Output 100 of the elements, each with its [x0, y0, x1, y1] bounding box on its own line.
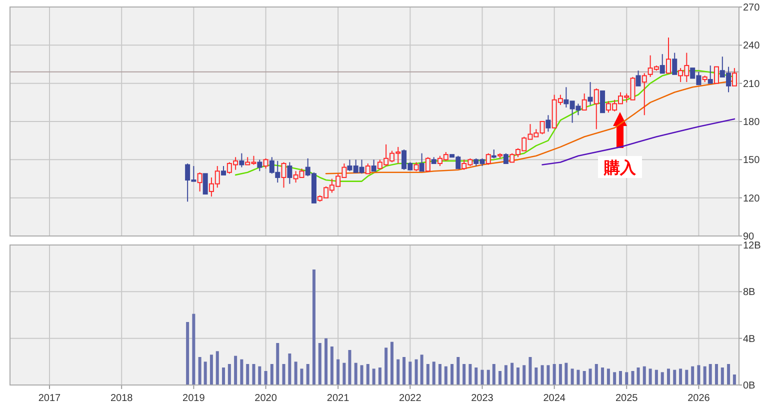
candlestick	[197, 172, 202, 192]
bar	[673, 370, 676, 385]
bar	[552, 364, 556, 385]
bar	[390, 342, 394, 385]
candlestick	[582, 93, 587, 111]
y-tick-label: 210	[743, 78, 760, 90]
bar	[210, 354, 213, 385]
bar	[462, 364, 466, 385]
bar	[666, 368, 670, 385]
bar	[372, 368, 376, 385]
x-tick-label: 2017	[38, 393, 62, 404]
candlestick	[660, 54, 665, 74]
bar	[348, 350, 352, 385]
bar	[504, 365, 508, 385]
bar	[570, 368, 574, 385]
annotation: 購入	[603, 159, 637, 177]
bar	[234, 356, 238, 385]
bar	[714, 364, 718, 385]
bar	[432, 362, 436, 385]
candlestick	[257, 159, 262, 172]
bar	[522, 365, 526, 385]
bar	[642, 366, 646, 385]
bar	[270, 364, 274, 385]
x-tick-label: 2024	[543, 393, 566, 404]
bar	[354, 362, 358, 385]
bar	[618, 371, 622, 385]
y-tick-label: 120	[743, 193, 760, 204]
candlestick	[287, 162, 292, 184]
bar	[426, 364, 430, 385]
bar	[720, 368, 724, 385]
bar	[330, 346, 334, 385]
y-tick-label: 150	[743, 155, 760, 166]
bar	[384, 348, 388, 385]
candlestick	[365, 162, 370, 174]
bar	[528, 357, 532, 385]
bar	[708, 364, 712, 385]
bar	[252, 364, 256, 385]
bar	[685, 370, 688, 385]
candlestick	[588, 82, 593, 106]
y-tick-label: 12B	[743, 240, 762, 252]
y-tick-label: 4B	[743, 334, 756, 345]
bar	[594, 364, 598, 385]
bar	[703, 366, 706, 385]
candlestick	[600, 90, 606, 114]
bar	[540, 365, 544, 385]
bar	[228, 364, 231, 385]
x-tick-label: 2018	[110, 393, 134, 404]
y-tick-label: 8B	[743, 287, 756, 298]
y-tick-label: 180	[743, 117, 760, 128]
bar	[198, 357, 202, 385]
x-tick-label: 2021	[326, 393, 350, 404]
candlestick	[672, 52, 678, 75]
bar	[318, 343, 322, 385]
candlestick	[371, 159, 376, 172]
x-tick-label: 2022	[399, 393, 422, 404]
bar	[240, 359, 244, 385]
bar	[222, 368, 226, 385]
bar	[264, 371, 268, 385]
bar	[276, 343, 280, 385]
bar	[679, 368, 682, 385]
bar	[366, 364, 370, 385]
candlestick	[642, 72, 647, 116]
bar	[216, 351, 219, 385]
candlestick	[503, 152, 508, 164]
bar	[312, 270, 316, 385]
bar	[186, 322, 190, 385]
candlestick	[202, 173, 208, 195]
bar	[438, 364, 442, 385]
y-tick-label: 240	[743, 40, 760, 52]
bar	[294, 362, 298, 385]
x-tick-label: 2023	[471, 393, 494, 404]
bar	[282, 364, 286, 385]
bar	[516, 368, 520, 385]
bar	[576, 370, 580, 385]
bar	[636, 368, 640, 385]
bar	[324, 338, 328, 385]
bar	[342, 362, 346, 385]
bar	[564, 362, 568, 385]
bar	[300, 368, 304, 385]
bar	[444, 366, 448, 385]
bar	[582, 371, 586, 385]
candlestick	[594, 88, 599, 130]
x-tick-label: 2026	[688, 393, 710, 404]
candlestick	[636, 70, 641, 86]
bar	[558, 364, 562, 385]
bar	[606, 368, 610, 385]
bar	[534, 368, 538, 385]
bar	[192, 314, 196, 385]
bar	[456, 357, 460, 385]
bar	[510, 362, 514, 385]
bar	[396, 359, 400, 385]
candlestick	[239, 152, 244, 168]
bar	[246, 364, 250, 385]
bar	[654, 370, 658, 385]
bar	[546, 365, 550, 385]
bar	[498, 371, 502, 385]
bar	[601, 368, 604, 385]
bar	[625, 372, 628, 385]
bar	[378, 368, 382, 385]
candlestick	[714, 66, 719, 84]
